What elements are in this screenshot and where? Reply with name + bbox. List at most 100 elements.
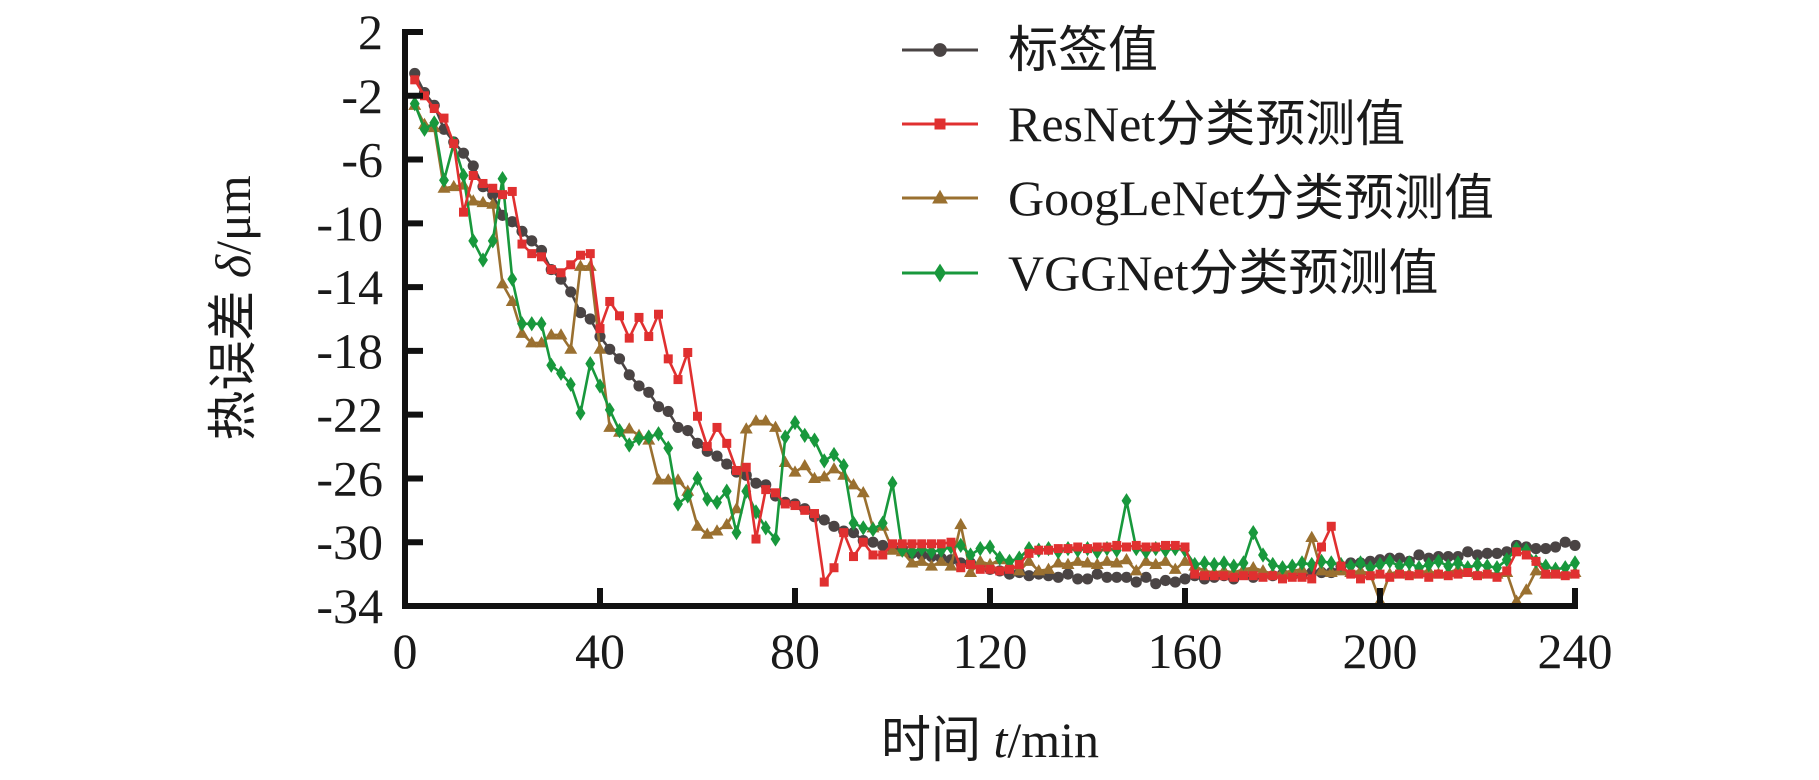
data-point <box>507 271 518 287</box>
data-point <box>1159 554 1172 566</box>
data-point <box>564 342 578 354</box>
data-point <box>613 353 626 365</box>
data-point <box>1287 572 1297 582</box>
data-point <box>593 342 607 354</box>
data-point <box>839 528 849 538</box>
data-point <box>1481 547 1493 559</box>
data-point <box>1081 573 1094 585</box>
data-point <box>1111 571 1123 583</box>
data-point <box>574 307 587 319</box>
data-point <box>994 550 1005 566</box>
data-point <box>1034 545 1044 555</box>
data-point <box>1151 542 1161 552</box>
data-point <box>1073 542 1083 552</box>
data-point <box>565 376 576 393</box>
data-point <box>1549 541 1562 553</box>
data-point <box>780 499 790 509</box>
data-point <box>1051 556 1065 568</box>
data-point <box>1178 554 1192 566</box>
data-point <box>887 475 898 491</box>
data-point <box>506 216 518 228</box>
data-point <box>886 543 899 555</box>
data-point <box>1180 542 1190 552</box>
data-point <box>1453 555 1463 571</box>
data-point <box>985 539 995 555</box>
data-point <box>410 75 420 85</box>
data-point <box>1032 564 1046 576</box>
data-point <box>1190 569 1200 579</box>
data-point <box>944 559 958 571</box>
data-point <box>730 501 743 514</box>
data-point <box>818 514 830 526</box>
data-point <box>526 316 537 332</box>
data-point <box>457 147 470 159</box>
data-point <box>526 235 538 247</box>
data-point <box>505 294 519 306</box>
data-point <box>936 539 946 549</box>
y-tick-label: -14 <box>316 259 383 315</box>
data-point <box>447 179 461 192</box>
data-point <box>868 550 878 560</box>
data-point <box>1315 564 1328 576</box>
y-tick-label: -6 <box>341 132 383 188</box>
data-point <box>1149 557 1163 570</box>
data-point <box>1219 555 1229 571</box>
y-tick-label: -2 <box>341 68 383 124</box>
data-point <box>799 427 810 444</box>
data-point <box>1443 558 1454 574</box>
data-point <box>1022 554 1036 566</box>
data-point <box>1140 571 1152 583</box>
data-point <box>1530 543 1542 555</box>
data-point <box>809 432 820 448</box>
data-point <box>1170 540 1180 550</box>
data-point <box>1414 569 1424 579</box>
data-point <box>661 473 675 485</box>
data-point <box>1473 571 1482 581</box>
data-point <box>614 422 625 439</box>
x-tick-label: 40 <box>575 623 625 679</box>
data-point <box>760 520 771 536</box>
data-point <box>1492 560 1502 576</box>
data-point <box>849 552 858 562</box>
data-point <box>673 496 683 512</box>
legend-label: GoogLeNet分类预测值 <box>1008 170 1494 226</box>
data-point <box>622 422 636 434</box>
data-point <box>1256 564 1270 576</box>
data-point <box>888 539 897 549</box>
data-point <box>1168 562 1182 574</box>
data-point <box>1209 556 1220 573</box>
data-point <box>1442 550 1454 563</box>
data-point <box>1471 549 1484 561</box>
data-point <box>1258 547 1268 563</box>
data-point <box>643 429 654 445</box>
data-point <box>700 527 714 539</box>
legend-item: VGGNet分类预测值 <box>902 245 1439 301</box>
data-point <box>1531 556 1541 566</box>
x-tick-label: 0 <box>393 623 418 679</box>
data-point <box>1248 571 1258 581</box>
data-point <box>1092 542 1102 552</box>
data-point <box>1305 530 1319 542</box>
data-point <box>487 233 498 249</box>
y-ticks: 2 -2 -6 -10 -14 -18 -22 -26 -30 -34 <box>316 4 423 634</box>
data-point <box>788 465 802 477</box>
data-point <box>556 365 566 381</box>
data-point <box>605 296 615 306</box>
data-point <box>634 312 644 322</box>
x-tick-label: 160 <box>1148 623 1223 679</box>
data-point <box>467 160 479 172</box>
x-tick-label: 80 <box>770 623 820 679</box>
data-point <box>672 421 684 434</box>
data-point <box>1120 571 1133 583</box>
data-point <box>1239 571 1248 581</box>
data-point <box>1072 573 1084 585</box>
data-point <box>584 313 596 325</box>
data-point <box>1540 543 1552 555</box>
data-point <box>652 401 665 413</box>
data-point <box>1510 594 1523 606</box>
data-point <box>1014 560 1024 570</box>
series-square <box>410 75 1580 587</box>
data-point <box>468 233 479 249</box>
data-point <box>515 326 529 338</box>
